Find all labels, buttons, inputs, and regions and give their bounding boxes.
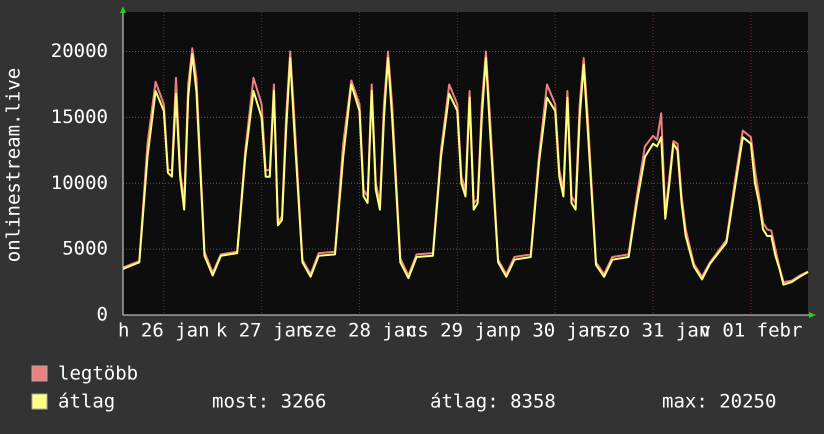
legend-swatch	[31, 365, 48, 382]
y-tick-label: 5000	[62, 238, 108, 260]
series-line	[122, 53, 809, 286]
legend-label: legtöbb	[58, 363, 138, 385]
y-tick-label: 0	[97, 304, 108, 326]
y-tick-label: 15000	[51, 106, 108, 128]
x-tick-label: k 27 jan	[216, 320, 308, 342]
x-tick-label: p 30 jan	[509, 320, 601, 342]
stat-text: max: 20250	[662, 391, 776, 413]
stat-text: most: 3266	[212, 391, 326, 413]
legend-swatch	[31, 393, 48, 410]
x-tick-label: sze 28 jan	[302, 320, 416, 342]
axis-arrow	[120, 6, 126, 13]
stat-text: átlag: 8358	[430, 391, 556, 413]
x-tick-label: szo 31 jan	[596, 320, 710, 342]
y-tick-label: 10000	[51, 172, 108, 194]
axis-arrow	[809, 312, 816, 318]
y-tick-label: 20000	[51, 40, 108, 62]
x-tick-label: cs 29 jan	[406, 320, 509, 342]
x-tick-label: h 26 jan	[118, 320, 210, 342]
x-tick-label: v 01 febr	[699, 320, 802, 342]
legend-label: átlag	[58, 391, 115, 413]
y-axis-label: onlinestream.live	[3, 68, 25, 262]
